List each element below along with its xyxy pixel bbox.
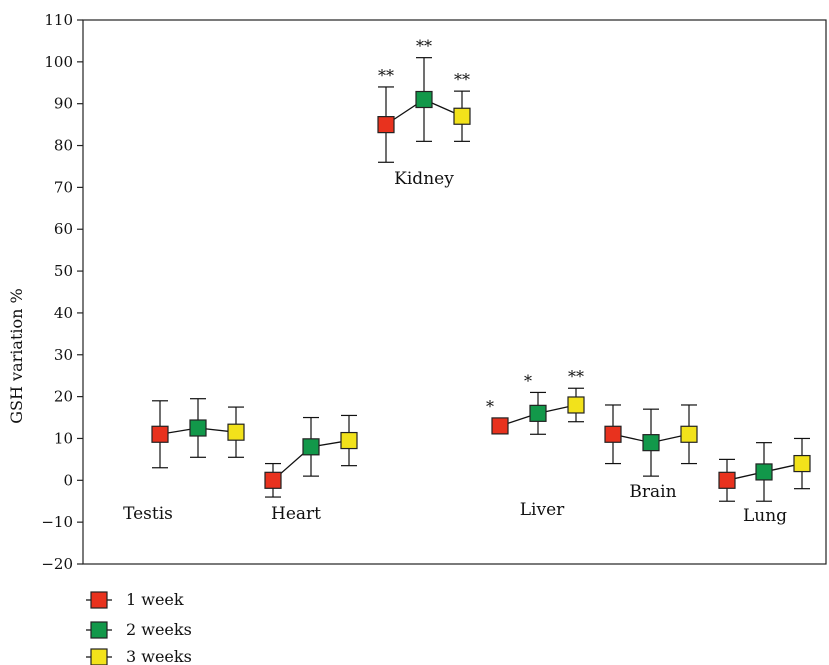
data-point-3-weeks bbox=[680, 425, 698, 443]
y-tick-label: 90 bbox=[54, 95, 73, 113]
y-tick-label: 30 bbox=[54, 346, 73, 364]
organ-label: Lung bbox=[743, 506, 787, 526]
significance-marker: ** bbox=[416, 37, 432, 56]
group-testis: Testis bbox=[123, 398, 245, 524]
y-tick-label: 20 bbox=[54, 388, 73, 406]
legend-swatch bbox=[90, 648, 108, 665]
group-liver: ** **Liver bbox=[486, 367, 585, 520]
group-brain: Brain bbox=[604, 404, 698, 502]
y-tick-label: 60 bbox=[54, 220, 73, 238]
legend-item: 3 weeks bbox=[86, 647, 192, 665]
data-point-1-week bbox=[491, 417, 509, 435]
data-point-2-weeks bbox=[642, 434, 660, 452]
y-tick-label: 110 bbox=[44, 11, 73, 29]
data-point-2-weeks bbox=[529, 404, 547, 422]
y-tick-label: 50 bbox=[54, 262, 73, 280]
significance-marker: ** bbox=[378, 66, 394, 85]
legend-label: 2 weeks bbox=[126, 620, 192, 639]
significance-marker: ** bbox=[454, 70, 470, 89]
data-point-2-weeks bbox=[755, 463, 773, 481]
legend-label: 3 weeks bbox=[126, 647, 192, 665]
data-point-1-week bbox=[718, 471, 736, 489]
significance-marker: ** bbox=[568, 367, 584, 386]
organ-label: Liver bbox=[520, 500, 565, 520]
y-tick-label: 40 bbox=[54, 304, 73, 322]
data-point-3-weeks bbox=[340, 431, 358, 450]
y-tick-label: 80 bbox=[54, 137, 73, 155]
legend-item: 1 week bbox=[86, 590, 184, 609]
data-point-1-week bbox=[377, 116, 395, 134]
legend-swatch bbox=[90, 591, 108, 609]
y-axis-label: GSH variation % bbox=[7, 288, 26, 423]
data-point-2-weeks bbox=[302, 438, 320, 456]
data-point-1-week bbox=[151, 425, 169, 443]
y-tick-label: −10 bbox=[41, 513, 73, 531]
y-tick-label: −20 bbox=[41, 555, 73, 573]
y-tick-label: 0 bbox=[63, 471, 73, 489]
axes: −20 −10 0 10 20 30 40 50 60 70 80 90 100 110 bbox=[41, 11, 827, 573]
group-heart: Heart bbox=[264, 414, 358, 524]
data-point-3-weeks bbox=[227, 423, 245, 441]
data-point-1-week bbox=[264, 471, 282, 489]
plot-frame bbox=[82, 19, 827, 565]
organ-label: Testis bbox=[123, 504, 173, 524]
group-kidney: ** ** ** Kidney bbox=[377, 37, 471, 189]
y-tick-label: 10 bbox=[54, 429, 73, 447]
significance-marker: * bbox=[486, 397, 494, 416]
legend: 1 week 2 weeks 3 weeks bbox=[86, 590, 192, 665]
legend-swatch bbox=[90, 621, 108, 639]
data-point-2-weeks bbox=[415, 90, 433, 109]
data-point-1-week bbox=[604, 425, 622, 443]
significance-marker: * bbox=[524, 371, 532, 390]
legend-item: 2 weeks bbox=[86, 620, 192, 639]
data-point-3-weeks bbox=[567, 396, 585, 414]
legend-label: 1 week bbox=[126, 590, 184, 609]
group-lung: Lung bbox=[718, 437, 811, 526]
organ-label: Heart bbox=[271, 504, 321, 524]
plot-area: Testis Heart******Kidney** **LiverBrainLun… bbox=[123, 37, 811, 526]
data-point-3-weeks bbox=[453, 107, 471, 125]
organ-label: Kidney bbox=[394, 169, 454, 189]
data-point-3-weeks bbox=[793, 454, 811, 473]
y-tick-label: 70 bbox=[54, 178, 73, 196]
organ-label: Brain bbox=[629, 482, 676, 502]
data-point-2-weeks bbox=[189, 419, 207, 437]
y-tick-label: 100 bbox=[44, 53, 73, 71]
